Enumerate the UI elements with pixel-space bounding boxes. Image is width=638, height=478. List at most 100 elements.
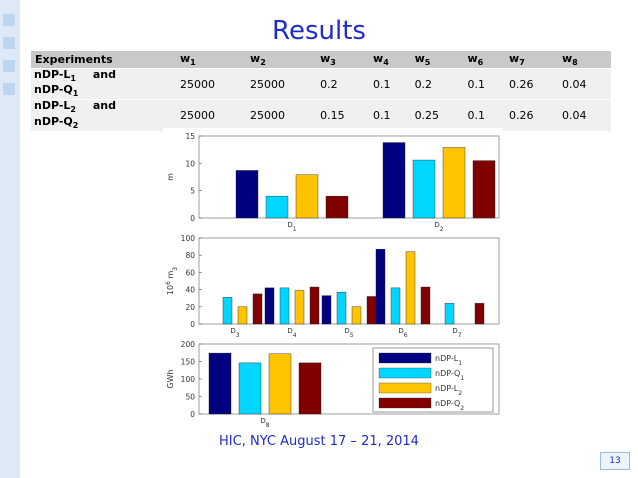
- table-cell: 0.26: [505, 99, 558, 131]
- header-experiments: Experiments: [31, 51, 176, 69]
- bar-d6-s4: [420, 286, 431, 325]
- y-tick-label: 0: [190, 214, 195, 223]
- table-cell: 0.2: [410, 67, 464, 100]
- bar-d1-s3: [295, 174, 319, 219]
- y-tick-label: 0: [190, 320, 195, 329]
- header-weight: w5: [410, 51, 464, 69]
- results-figure: 0 5 10 15 m D1 D2 0 20 40 60 80 100 106 m3 D3 D4 D5 D6 D7 0…: [163, 128, 503, 430]
- x-category-label: D4: [287, 327, 296, 339]
- legend-swatch: [378, 352, 432, 364]
- y-tick-label: 5: [190, 187, 195, 196]
- legend-label: nDP-Q2: [435, 399, 464, 412]
- experiment-label: nDP-L2 and nDP-Q2: [31, 99, 176, 131]
- y-tick-label: 10: [185, 159, 195, 168]
- table-row: nDP-L1 and nDP-Q1 25000 25000 0.2 0.1 0.2…: [31, 67, 611, 100]
- bar-d3-s3: [237, 306, 248, 325]
- table-row: nDP-L2 and nDP-Q2 25000 25000 0.15 0.1 0.…: [31, 99, 611, 131]
- legend-swatch: [378, 367, 432, 379]
- table-header-row: Experiments w1 w2 w3 w4 w5 w6 w7 w8: [31, 51, 611, 69]
- table-cell: 0.1: [463, 67, 506, 100]
- bar-d6-s2: [390, 287, 401, 325]
- y-tick-label: 15: [185, 132, 195, 141]
- page-number: 13: [600, 452, 630, 470]
- bar-d5-s3: [351, 306, 362, 325]
- bar-d7-s2: [444, 303, 455, 325]
- bar-d5-s4: [366, 296, 377, 325]
- y-tick-label: 50: [185, 393, 195, 402]
- header-weight: w7: [505, 51, 558, 69]
- left-decor-bar: [0, 0, 20, 478]
- table-cell: 0.2: [316, 67, 370, 100]
- table-cell: 25000: [176, 99, 247, 131]
- bar-d4-s1: [264, 287, 275, 325]
- decor-square: [3, 14, 15, 26]
- x-category-label: D6: [398, 327, 407, 339]
- header-weight: w3: [316, 51, 370, 69]
- y-axis-label: GWh: [166, 369, 175, 388]
- bar-d2-s2: [412, 159, 436, 219]
- decor-square: [3, 37, 15, 49]
- table-cell: 0.04: [557, 99, 611, 131]
- y-tick-label: 200: [181, 340, 196, 349]
- legend-label: nDP-L1: [435, 354, 462, 367]
- bar-d7-s4: [474, 303, 485, 325]
- footer-text: HIC, NYC August 17 – 21, 2014: [219, 434, 419, 449]
- bar-d1-s2: [265, 195, 289, 219]
- x-category-label: D3: [230, 327, 239, 339]
- table-cell: 25000: [246, 99, 317, 131]
- legend-swatch: [378, 382, 432, 394]
- decor-square: [3, 83, 15, 95]
- table-cell: 0.25: [410, 99, 464, 131]
- header-weight: w8: [557, 51, 611, 69]
- decor-square: [3, 60, 15, 72]
- header-weight: w1: [176, 51, 247, 69]
- y-tick-label: 20: [185, 303, 195, 312]
- header-weight: w4: [369, 51, 411, 69]
- table-cell: 0.1: [369, 67, 411, 100]
- slide-title: Results: [272, 16, 366, 46]
- y-tick-label: 150: [181, 358, 196, 367]
- x-category-label: D5: [344, 327, 353, 339]
- experiment-label: nDP-L1 and nDP-Q1: [31, 67, 176, 100]
- y-tick-label: 60: [185, 268, 195, 277]
- bar-d8-s4: [298, 362, 322, 415]
- y-tick-label: 0: [190, 410, 195, 419]
- bar-charts: 0 5 10 15 m D1 D2 0 20 40 60 80 100 106 m3 D3 D4 D5 D6 D7 0…: [163, 128, 503, 430]
- bar-d8-s1: [208, 352, 232, 415]
- bar-d5-s1: [321, 295, 332, 325]
- legend-label: nDP-L2: [435, 384, 462, 397]
- bar-d1-s1: [235, 170, 259, 219]
- y-tick-label: 80: [185, 251, 195, 260]
- bar-d2-s3: [442, 147, 466, 219]
- header-weight: w6: [463, 51, 506, 69]
- bar-d3-s4: [252, 293, 263, 325]
- bar-d4-s2: [279, 287, 290, 325]
- x-category-label: D2: [434, 221, 443, 233]
- y-tick-label: 100: [181, 234, 196, 243]
- x-category-label: D1: [287, 221, 296, 233]
- bar-d8-s2: [238, 362, 262, 415]
- bar-d2-s1: [382, 142, 406, 219]
- y-axis-label: m: [166, 173, 175, 181]
- bar-d6-s3: [405, 251, 416, 325]
- bar-d6-s1: [375, 248, 386, 325]
- y-tick-label: 100: [181, 375, 196, 384]
- bar-d5-s2: [336, 291, 347, 325]
- legend-swatch: [378, 397, 432, 409]
- table-cell: 0.1: [369, 99, 411, 131]
- table-cell: 0.1: [463, 99, 506, 131]
- table-cell: 0.15: [316, 99, 370, 131]
- table-cell: 25000: [176, 67, 247, 100]
- bar-d4-s4: [309, 286, 320, 325]
- table-cell: 0.04: [557, 67, 611, 100]
- table-cell: 25000: [246, 67, 317, 100]
- x-category-label: D7: [452, 327, 461, 339]
- bar-d8-s3: [268, 353, 292, 415]
- table-cell: 0.26: [505, 67, 558, 100]
- bar-d4-s3: [294, 290, 305, 325]
- y-tick-label: 40: [185, 286, 195, 295]
- x-category-label: D8: [260, 417, 269, 429]
- y-axis-label: 106 m3: [165, 267, 179, 295]
- bar-d3-s2: [222, 297, 233, 325]
- bar-d1-s4: [325, 195, 349, 219]
